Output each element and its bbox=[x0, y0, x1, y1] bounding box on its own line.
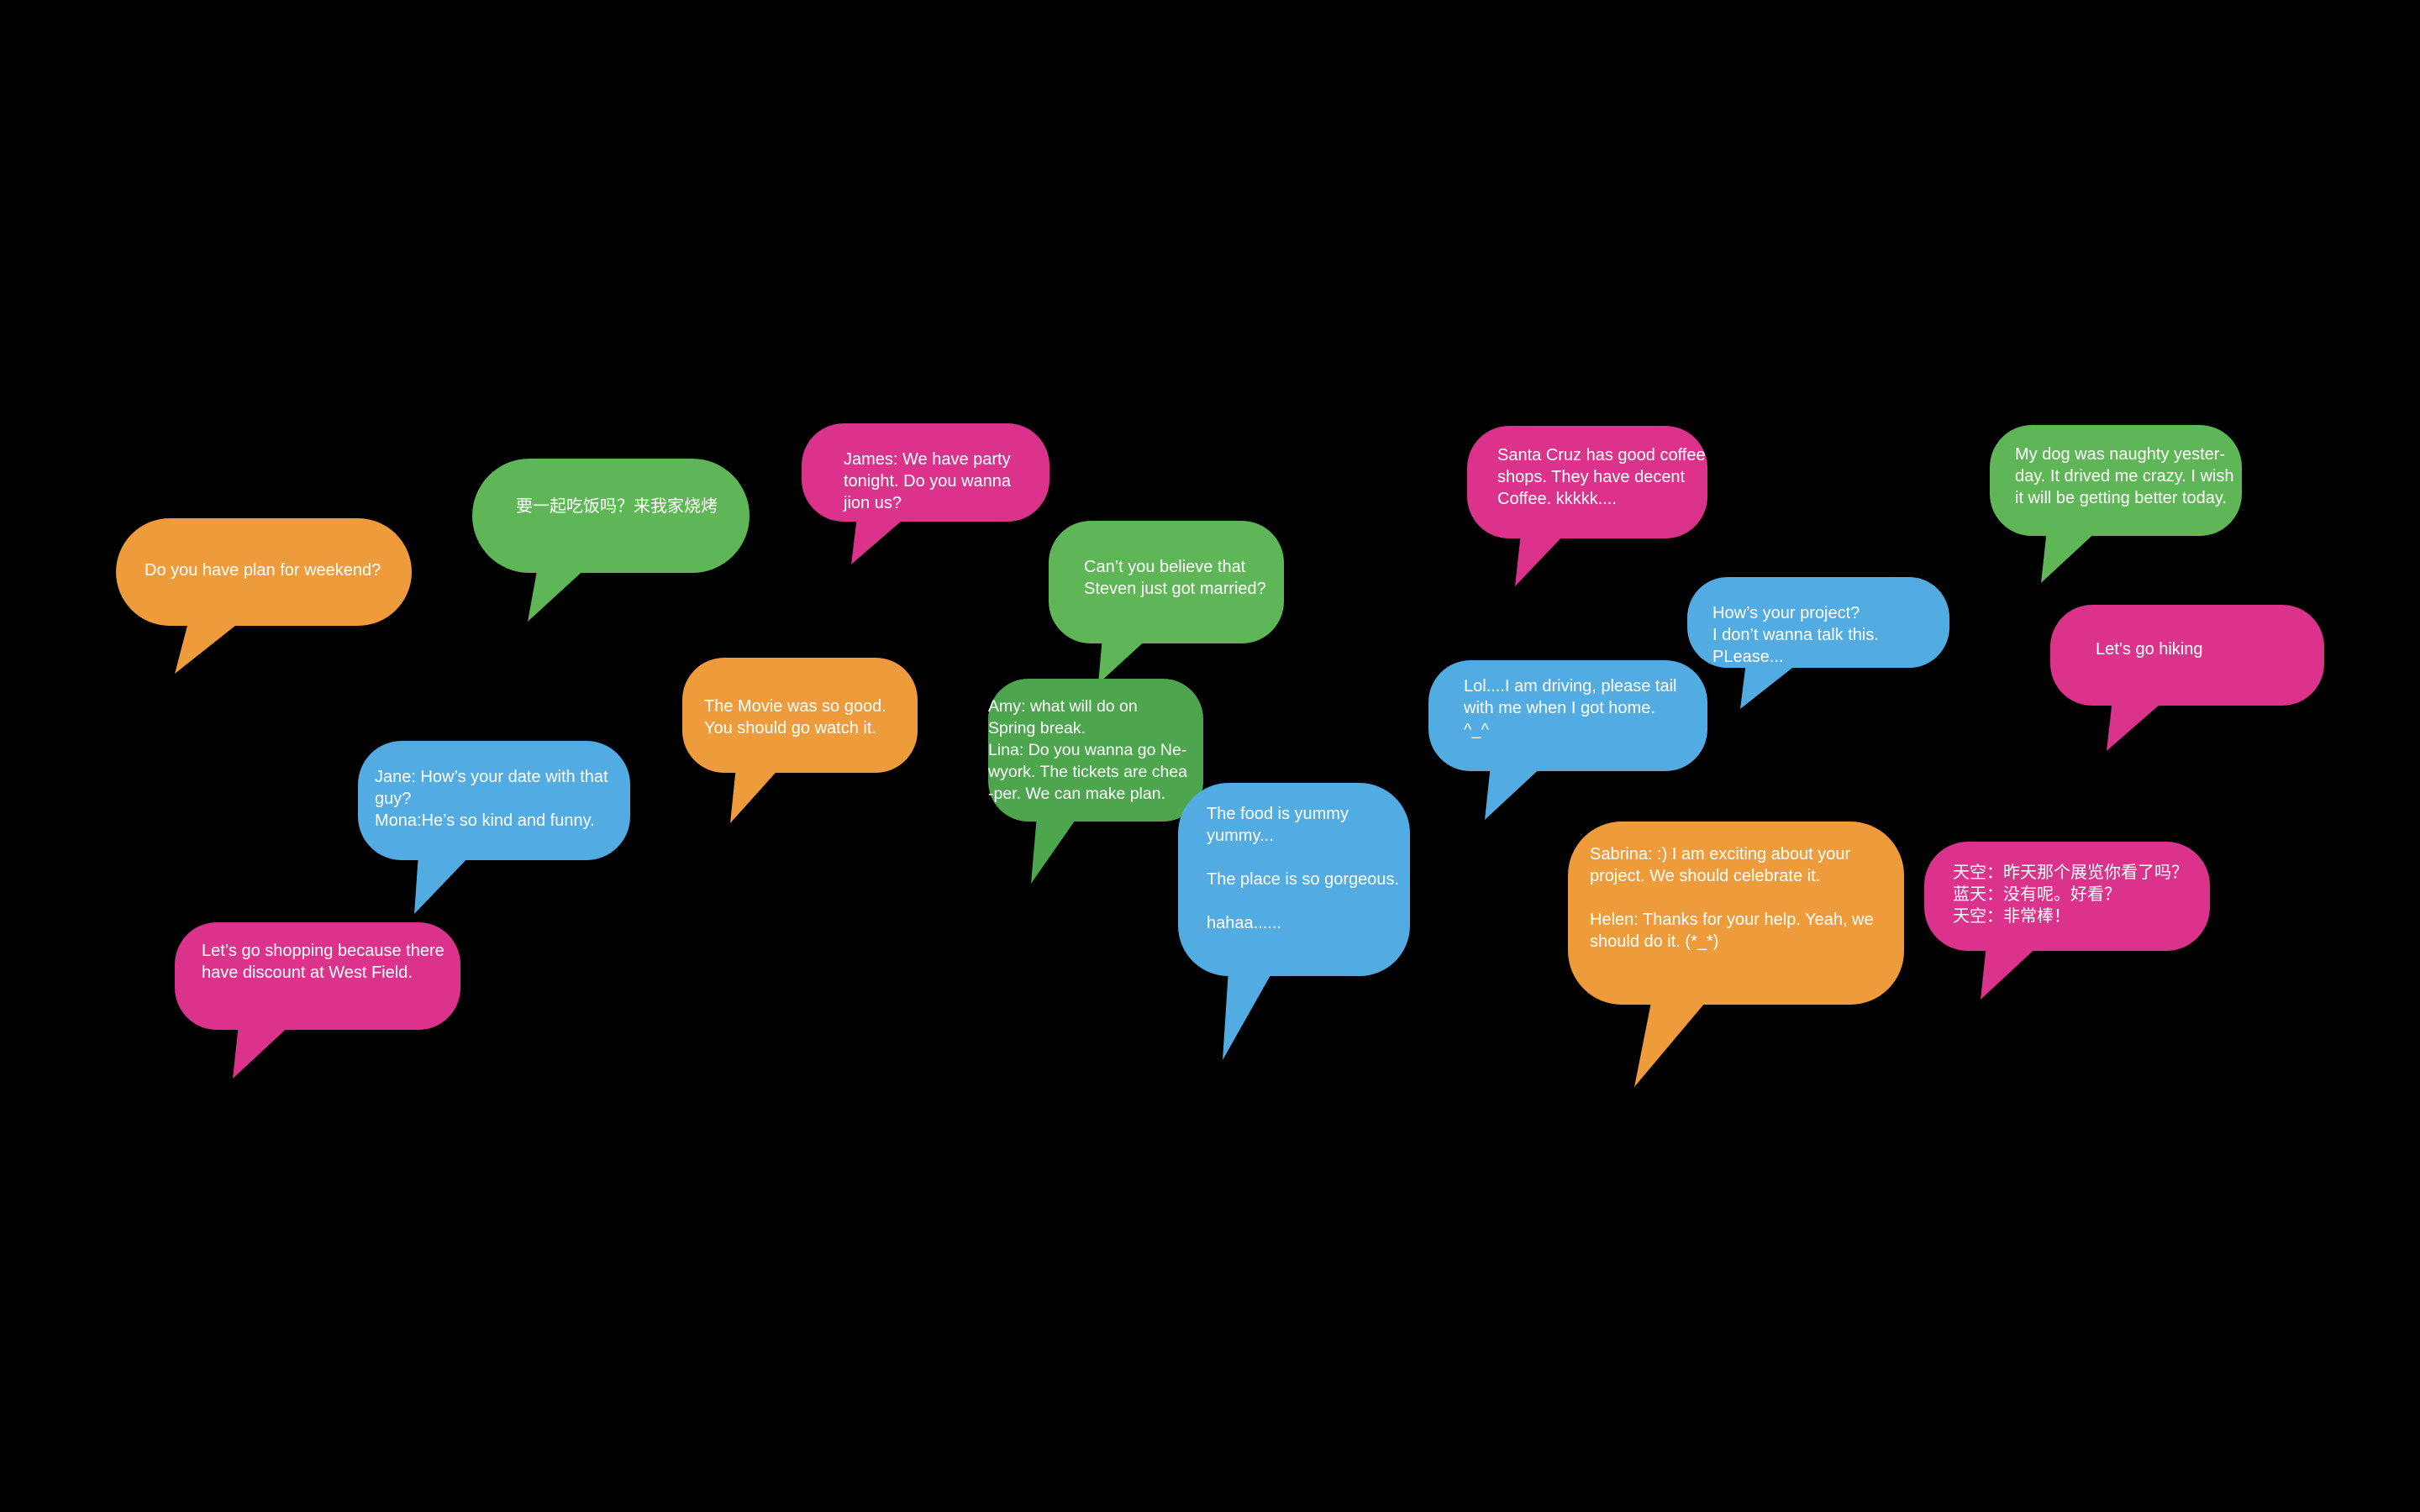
speech-bubble: Santa Cruz has good coffee shops. They h… bbox=[1467, 426, 1707, 538]
speech-bubble: Can’t you believe that Steven just got m… bbox=[1049, 521, 1284, 643]
speech-bubble-tail bbox=[2041, 529, 2099, 583]
speech-bubble-text: Santa Cruz has good coffee shops. They h… bbox=[1497, 446, 1706, 508]
speech-bubble: Do you have plan for weekend? bbox=[116, 518, 412, 626]
speech-bubble: James: We have party tonight. Do you wan… bbox=[802, 423, 1050, 522]
speech-bubble-tail bbox=[175, 619, 244, 674]
speech-bubble-text: Jane: How’s your date with that guy? Mon… bbox=[375, 768, 608, 830]
speech-bubble: The food is yummy yummy... The place is … bbox=[1178, 783, 1410, 976]
speech-bubble-text: The Movie was so good. You should go wat… bbox=[704, 697, 886, 738]
speech-bubble-text: Let’s go shopping because there have dis… bbox=[202, 942, 445, 982]
speech-bubble: 要一起吃饭吗？来我家烧烤 bbox=[472, 459, 750, 573]
speech-bubble-tail bbox=[730, 766, 781, 823]
speech-bubble-tail bbox=[1981, 944, 2040, 1000]
speech-bubble-tail bbox=[1515, 533, 1566, 586]
speech-bubble: Sabrina: :) I am exciting about your pro… bbox=[1568, 822, 1904, 1005]
speech-bubble-tail bbox=[1223, 969, 1274, 1060]
speech-bubble-tail bbox=[2107, 699, 2166, 751]
speech-bubble: The Movie was so good. You should go wat… bbox=[682, 658, 918, 773]
speech-bubble: Jane: How’s your date with that guy? Mon… bbox=[358, 741, 630, 860]
speech-bubble: 天空：昨天那个展览你看了吗？ 蓝天：没有呢。好看？ 天空：非常棒！ bbox=[1924, 842, 2210, 951]
speech-bubble-text: How’s your project? I don’t wanna talk t… bbox=[1712, 604, 1879, 666]
speech-bubble-text: Let’s go hiking bbox=[2096, 640, 2203, 659]
speech-bubble-tail bbox=[1634, 998, 1709, 1087]
speech-bubble-tail bbox=[233, 1023, 292, 1079]
speech-bubble-tail bbox=[528, 566, 588, 622]
speech-bubble-tail bbox=[1031, 815, 1079, 884]
speech-bubble-tail bbox=[1098, 637, 1150, 684]
speech-bubble: My dog was naughty yester- day. It drive… bbox=[1990, 425, 2242, 536]
speech-bubble-text: My dog was naughty yester- day. It drive… bbox=[2015, 445, 2234, 507]
speech-bubble-text: Lol....I am driving, please tail with me… bbox=[1464, 677, 1677, 739]
speech-bubble-text: The food is yummy yummy... The place is … bbox=[1207, 805, 1400, 932]
speech-bubble-text: Sabrina: :) I am exciting about your pro… bbox=[1590, 845, 1874, 951]
speech-bubble-tail bbox=[414, 853, 472, 914]
speech-bubble: Let’s go hiking bbox=[2050, 605, 2324, 706]
speech-bubble-text: 要一起吃饭吗？来我家烧烤 bbox=[516, 497, 718, 516]
speech-bubble: How’s your project? I don’t wanna talk t… bbox=[1687, 577, 1949, 668]
speech-bubble-text: 天空：昨天那个展览你看了吗？ 蓝天：没有呢。好看？ 天空：非常棒！ bbox=[1953, 864, 2188, 926]
speech-bubble-tail bbox=[1485, 764, 1544, 820]
speech-bubble-tail bbox=[1740, 662, 1800, 709]
speech-bubble-text: Do you have plan for weekend? bbox=[145, 561, 381, 580]
speech-bubble-text: Can’t you believe that Steven just got m… bbox=[1084, 558, 1266, 598]
speech-bubble: Lol....I am driving, please tail with me… bbox=[1428, 660, 1707, 771]
speech-bubble: Amy: what will do on Spring break. Lina:… bbox=[988, 679, 1203, 822]
speech-bubble: Let’s go shopping because there have dis… bbox=[175, 922, 460, 1030]
speech-bubble-tail bbox=[851, 516, 908, 564]
speech-bubble-text: Amy: what will do on Spring break. Lina:… bbox=[988, 697, 1187, 803]
speech-bubble-text: James: We have party tonight. Do you wan… bbox=[844, 450, 1012, 512]
